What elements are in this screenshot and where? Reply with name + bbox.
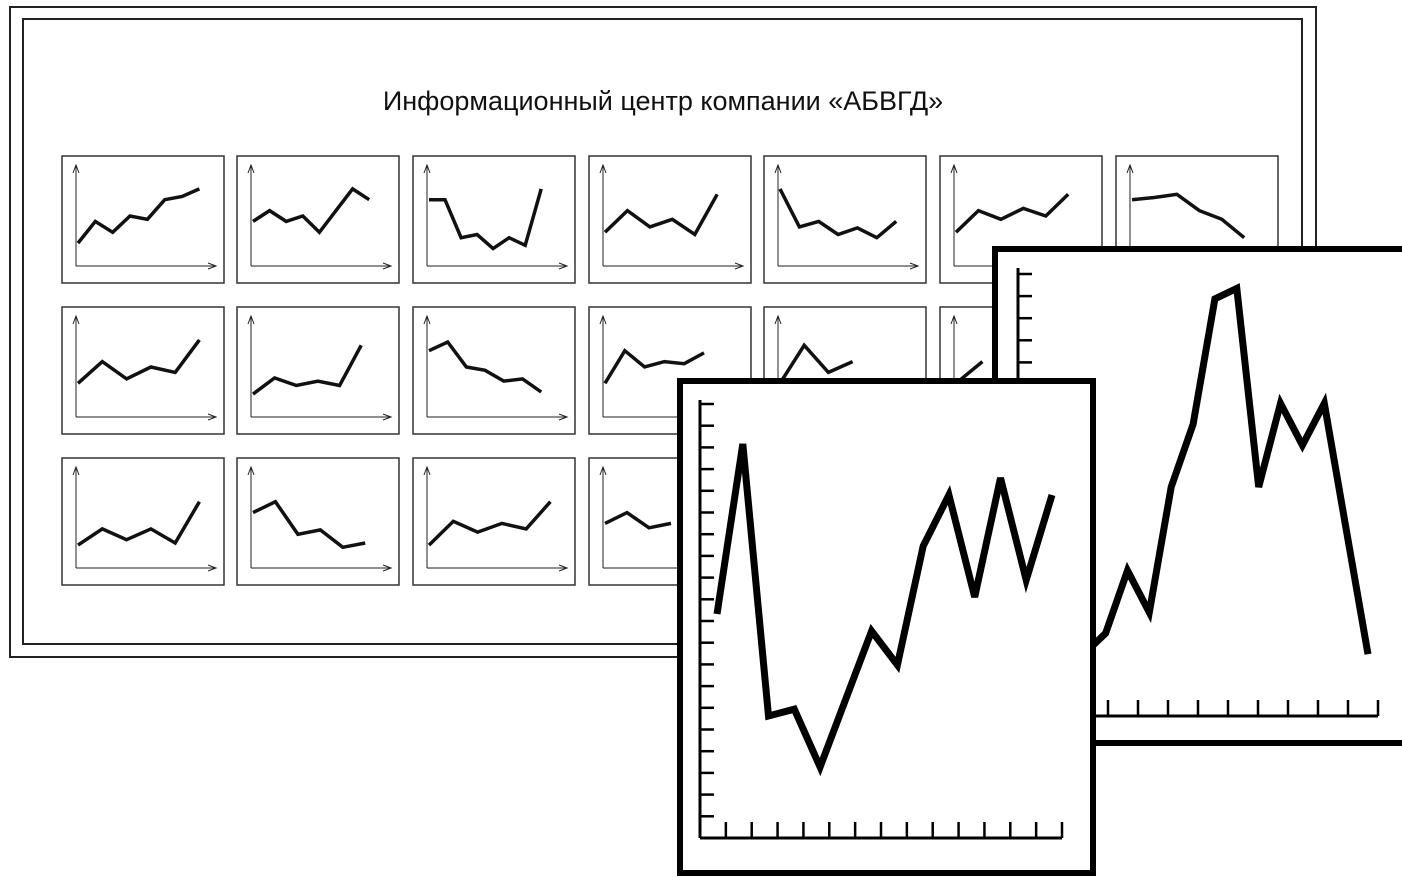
thumbnail-frame: [236, 457, 400, 586]
thumbnail-x-arrow: [382, 262, 393, 270]
thumbnail-chart: [236, 306, 400, 435]
thumbnail-series-line: [604, 510, 672, 530]
thumbnail-x-arrow: [382, 564, 393, 572]
thumbnail-y-arrow: [950, 163, 958, 174]
thumbnail-frame: [763, 155, 927, 284]
thumbnail-y-arrow: [950, 314, 958, 325]
thumbnail-x-arrow: [558, 564, 569, 572]
large-panel-front: [677, 378, 1096, 876]
thumbnail-x-arrow: [207, 564, 218, 572]
thumbnail-x-arrow: [382, 413, 393, 421]
thumbnail-x-arrow: [558, 262, 569, 270]
thumbnail-series-line: [252, 186, 371, 235]
thumbnail-chart: [236, 155, 400, 284]
thumbnail-series-line: [429, 188, 543, 251]
thumbnail-y-arrow: [774, 163, 782, 174]
thumbnail-x-arrow: [558, 413, 569, 421]
screen-title: Информационный центр компании «АБВГД»: [383, 86, 943, 116]
thumbnail-frame: [236, 155, 400, 284]
thumbnail-frame: [412, 155, 576, 284]
thumbnail-chart: [61, 457, 225, 586]
thumbnail-series-line: [76, 187, 201, 245]
thumbnail-series-line: [252, 499, 366, 550]
thumbnail-series-line: [251, 344, 363, 396]
thumbnail-series-line: [76, 338, 201, 385]
thumbnail-y-arrow: [774, 314, 782, 325]
thumbnail-series-line: [77, 500, 201, 547]
thumbnail-y-arrow: [423, 163, 431, 174]
thumbnail-series-line: [427, 500, 552, 547]
large-panel-front-chart: [698, 400, 1064, 840]
thumbnail-y-arrow: [1126, 163, 1134, 174]
thumbnail-frame: [236, 306, 400, 435]
thumbnail-series-line: [603, 193, 719, 238]
thumbnail-x-arrow: [207, 262, 218, 270]
thumbnail-series-line: [603, 348, 705, 385]
thumbnail-y-arrow: [423, 314, 431, 325]
thumbnail-y-arrow: [599, 163, 607, 174]
thumbnail-frame: [412, 457, 576, 586]
panel-series-line: [713, 443, 1056, 777]
thumbnail-chart: [763, 155, 927, 284]
thumbnail-y-arrow: [72, 314, 80, 325]
thumbnail-frame: [412, 306, 576, 435]
thumbnail-y-arrow: [72, 163, 80, 174]
thumbnail-series-line: [428, 339, 543, 394]
thumbnail-y-arrow: [599, 465, 607, 476]
thumbnail-frame: [61, 457, 225, 586]
thumbnail-chart: [588, 155, 752, 284]
thumbnail-y-arrow: [247, 314, 255, 325]
thumbnail-series-line: [1131, 192, 1246, 240]
large-panel-front-frame: [677, 378, 1096, 876]
thumbnail-chart: [61, 306, 225, 435]
thumbnail-chart: [61, 155, 225, 284]
thumbnail-y-arrow: [247, 163, 255, 174]
thumbnail-chart: [412, 457, 576, 586]
thumbnail-chart: [236, 457, 400, 586]
thumbnail-y-arrow: [247, 465, 255, 476]
thumbnail-series-line: [778, 342, 854, 385]
thumbnail-series-line: [778, 188, 898, 240]
thumbnail-series-line: [954, 193, 1070, 234]
thumbnail-chart: [412, 306, 576, 435]
thumbnail-x-arrow: [734, 262, 745, 270]
thumbnail-y-arrow: [72, 465, 80, 476]
thumbnail-chart: [412, 155, 576, 284]
thumbnail-x-arrow: [909, 262, 920, 270]
thumbnail-x-arrow: [207, 413, 218, 421]
thumbnail-y-arrow: [599, 314, 607, 325]
thumbnail-y-arrow: [423, 465, 431, 476]
